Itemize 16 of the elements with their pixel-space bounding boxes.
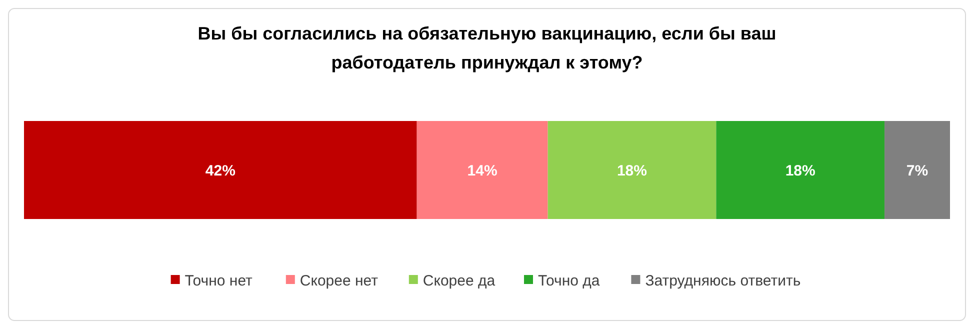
- data-label: 42%: [205, 162, 236, 180]
- legend-label: Скорее да: [422, 272, 496, 290]
- chart-title: Вы бы согласились на обязательную вакцинацию, если бы ваш работодатель принуждал к этому?: [198, 23, 776, 72]
- data-label: 18%: [616, 162, 647, 180]
- data-label: 7%: [906, 162, 928, 180]
- bar: [24, 121, 417, 219]
- legend-label: Скорее нет: [300, 272, 378, 290]
- bar: [416, 121, 548, 219]
- legend-label: Точно нет: [184, 272, 253, 290]
- bar: [548, 121, 716, 219]
- legend-label: Точно да: [538, 272, 600, 290]
- data-label: 14%: [467, 162, 498, 180]
- legend-label: Затрудняюсь ответить: [645, 272, 801, 290]
- bar: [884, 121, 950, 219]
- bar: [716, 121, 885, 219]
- data-label: 18%: [785, 162, 816, 180]
